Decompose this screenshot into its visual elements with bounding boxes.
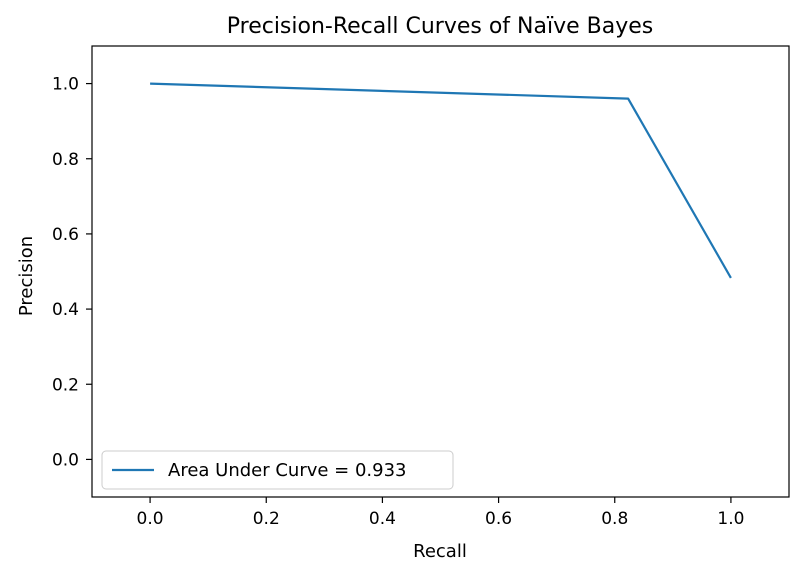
y-axis-ticks: 0.0 0.2 0.4 0.6 0.8 1.0 [52, 75, 92, 470]
series-line [150, 82, 732, 279]
y-tick-label: 0.0 [52, 450, 79, 470]
y-tick-label: 0.2 [52, 375, 79, 395]
x-tick-label: 0.0 [137, 509, 164, 529]
legend-box [101, 450, 454, 490]
plot-area [91, 45, 790, 498]
y-tick-label: 1.0 [52, 75, 79, 95]
y-tick-label: 0.8 [52, 150, 79, 170]
x-axis-ticks: 0.0 0.2 0.4 0.6 0.8 1.0 [137, 497, 744, 529]
x-axis-label: Recall [413, 541, 467, 562]
x-tick-label: 0.8 [601, 509, 628, 529]
x-tick-label: 0.2 [253, 509, 280, 529]
y-axis-label: Precision [16, 236, 37, 316]
chart-title: Precision-Recall Curves of Naïve Bayes [227, 14, 653, 39]
plot-frame [91, 45, 790, 498]
y-tick-label: 0.4 [52, 300, 79, 320]
legend-label: Area Under Curve = 0.933 [168, 460, 407, 481]
series-layer [150, 82, 732, 279]
legend: Area Under Curve = 0.933 [101, 450, 454, 490]
y-tick-label: 0.6 [52, 225, 79, 245]
x-tick-label: 0.4 [369, 509, 396, 529]
x-tick-label: 0.6 [485, 509, 512, 529]
x-tick-label: 1.0 [717, 509, 744, 529]
